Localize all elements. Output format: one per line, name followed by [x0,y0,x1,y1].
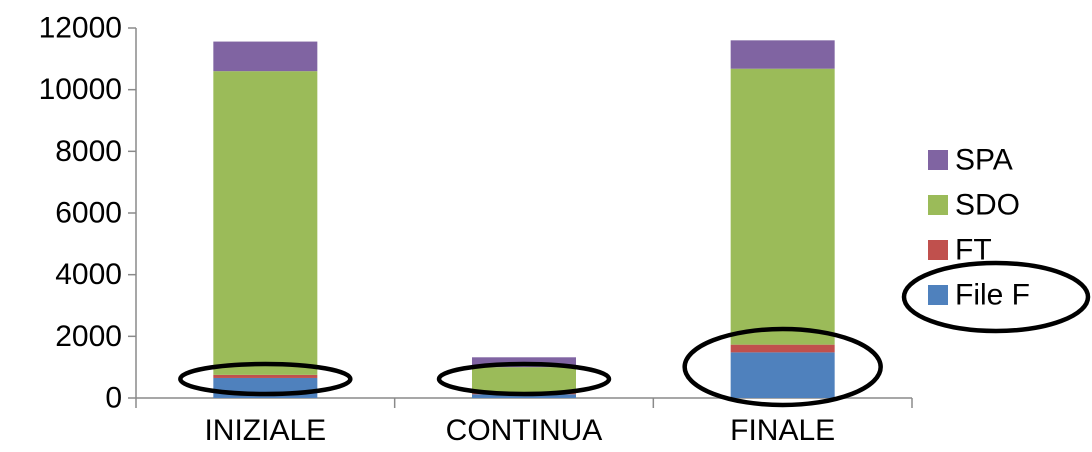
bar-iniziale-spa [213,41,318,72]
y-tick-label: 0 [105,382,122,415]
bar-finale-file-f [730,352,835,398]
legend-swatch-file-f [928,285,948,305]
bar-finale-sdo [730,68,835,345]
y-tick-label: 10000 [39,73,122,106]
tick-labels: 0 2000 4000 6000 8000 10000 12000 INIZIALE CONTI… [39,12,836,448]
legend-swatch-ft [928,240,948,260]
bars [213,40,835,398]
bar-iniziale-sdo [213,71,318,375]
legend-label-sdo: SDO [955,189,1020,222]
highlight-ellipse-legend-file-f [901,260,1091,334]
bar-iniziale-ft [213,374,318,378]
y-tick-label: 8000 [55,135,122,168]
legend-label-spa: SPA [955,144,1013,177]
annotation-ellipses [178,260,1091,408]
bar-finale-ft [730,344,835,353]
legend-label-file-f: File F [955,279,1030,312]
legend-swatch-sdo [928,195,948,215]
legend-swatch-spa [928,150,948,170]
bar-finale-spa [730,40,835,69]
highlight-ellipse-continua [436,361,612,397]
x-tick-label-iniziale: INIZIALE [204,414,326,447]
y-tick-label: 6000 [55,197,122,230]
y-tick-label: 4000 [55,258,122,291]
y-tick-label: 2000 [55,320,122,353]
highlight-ellipse-finale [682,326,883,408]
y-tick-label: 12000 [39,12,122,45]
bar-continua-sdo [472,367,576,394]
x-tick-label-continua: CONTINUA [446,414,603,447]
highlight-ellipse-iniziale [178,361,353,397]
x-tick-label-finale: FINALE [730,414,835,447]
